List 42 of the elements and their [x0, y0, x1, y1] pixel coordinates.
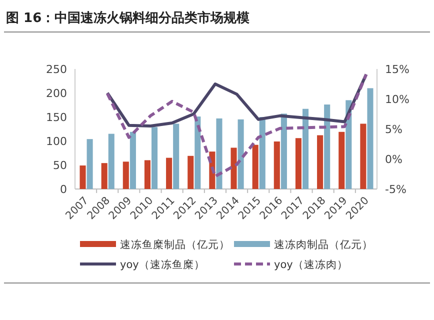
bar: [238, 119, 244, 189]
bar: [108, 134, 114, 189]
bar: [324, 104, 330, 189]
legend-label: 速冻鱼糜制品（亿元）: [120, 238, 230, 251]
y-tick-label: 100: [46, 135, 67, 148]
bar: [166, 158, 172, 189]
y-tick-label: 0: [60, 183, 67, 196]
bar: [122, 162, 129, 189]
y2-tick-label: 10%: [385, 93, 410, 106]
bar: [101, 163, 108, 189]
bar: [302, 108, 309, 189]
bar: [188, 156, 194, 189]
bar: [230, 148, 237, 189]
y2-tick-label: -5%: [385, 183, 406, 196]
bar: [194, 116, 201, 189]
y-tick-label: 50: [53, 159, 67, 172]
bar: [317, 135, 324, 189]
legend-label: yoy（速冻肉）: [274, 258, 348, 271]
bar: [152, 127, 158, 189]
bar: [252, 144, 258, 189]
bar: [259, 117, 266, 189]
bar: [295, 138, 302, 189]
bar: [80, 165, 86, 189]
bar: [360, 124, 366, 189]
bar: [144, 160, 150, 189]
legend-label: 速冻肉制品（亿元）: [274, 238, 373, 251]
y2-tick-label: 5%: [385, 123, 402, 136]
y-tick-label: 150: [46, 111, 67, 124]
bar: [280, 114, 287, 189]
y-tick-label: 250: [46, 63, 67, 76]
bar: [338, 132, 345, 189]
y2-tick-label: 15%: [385, 63, 410, 76]
bar: [86, 139, 93, 189]
title: 图 16：中国速冻火锅料细分品类市场规模: [6, 11, 250, 26]
y-tick-label: 200: [46, 87, 67, 100]
bar: [130, 132, 136, 189]
bar: [367, 88, 374, 189]
legend-label: yoy（速冻鱼糜）: [120, 258, 205, 271]
bar: [173, 124, 180, 189]
bar: [216, 118, 222, 189]
bar: [274, 141, 280, 189]
y2-tick-label: 0%: [385, 153, 402, 166]
